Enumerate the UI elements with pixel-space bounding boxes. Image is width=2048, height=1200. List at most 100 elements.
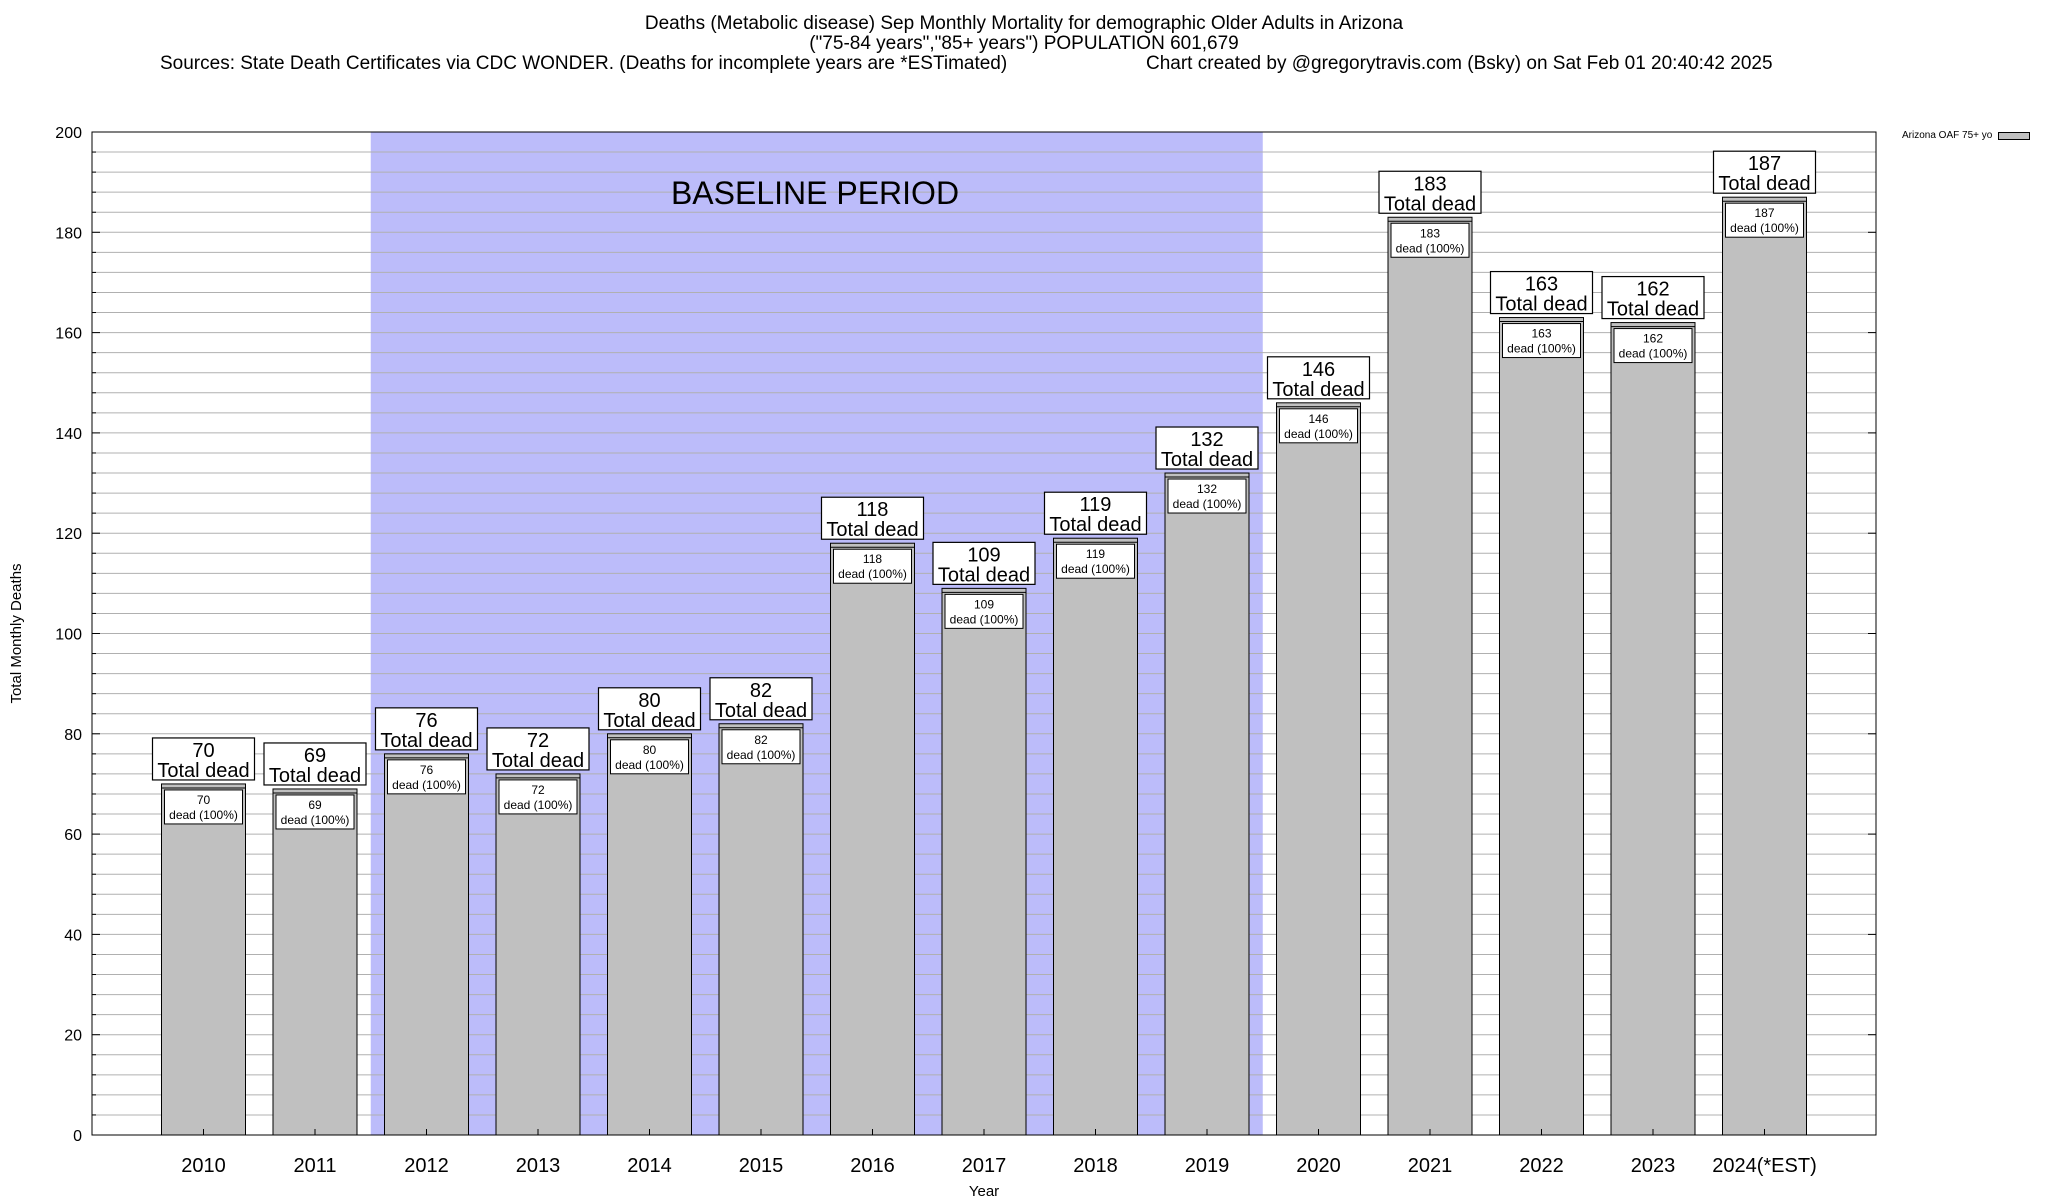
total-label-text: Total dead [380,730,472,752]
total-label-text: Total dead [938,564,1030,586]
x-tick-label: 2011 [293,1155,336,1177]
bar [1722,196,1807,1136]
inner-label-text: dead (100%) [1173,497,1242,511]
total-label-box [932,541,1036,585]
inner-label-value: 72 [531,783,545,797]
inner-label-box [1279,408,1358,444]
total-label-value: 70 [192,740,214,762]
inner-label-box [944,593,1024,629]
total-label-text: Total dead [603,710,695,732]
x-tick-label: 2015 [739,1155,784,1177]
inner-label-text: dead (100%) [1284,427,1353,441]
y-tick-label: 200 [55,125,82,142]
inner-label-value: 187 [1754,206,1774,220]
inner-label-value: 183 [1420,226,1440,240]
total-label-box [1155,426,1259,470]
x-tick-label: 2020 [1296,1155,1341,1177]
y-tick-label: 160 [55,326,82,343]
x-tick-label: 2017 [962,1155,1007,1177]
y-tick-label: 60 [64,827,82,844]
bar [1164,472,1250,1136]
inner-label-box [498,779,578,815]
y-tick-label: 40 [64,927,82,944]
x-tick-label: 2013 [516,1155,561,1177]
bar [272,788,358,1136]
inner-label-value: 82 [754,733,768,747]
x-tick-label: 2016 [850,1155,895,1177]
total-label-text: Total dead [1718,173,1810,195]
chart-legend: Arizona OAF 75+ yo [1902,130,2031,141]
total-label-box [1712,150,1817,194]
total-label-value: 119 [1080,494,1112,516]
total-label-value: 69 [304,745,326,767]
legend-label: Arizona OAF 75+ yo [1902,130,1993,141]
y-tick-label: 0 [73,1128,82,1145]
x-axis-label: Year [969,1183,999,1200]
inner-label-text: dead (100%) [1730,221,1799,235]
inner-label-text: dead (100%) [838,567,907,581]
inner-label-box [1502,323,1581,359]
bar [161,783,246,1136]
y-tick-label: 80 [64,727,82,744]
total-label-value: 183 [1413,173,1446,195]
bar [830,542,915,1136]
total-label-box [1378,170,1482,214]
inner-label-value: 70 [197,793,211,807]
legend-swatch [1998,131,2031,140]
chart-sources: Sources: State Death Certificates via CD… [160,53,1008,74]
bar [1276,402,1361,1136]
inner-label-text: dead (100%) [281,813,350,827]
y-tick-label: 100 [55,627,82,644]
chart-credit: Chart created by @gregorytravis.com (Bsk… [1146,53,1773,74]
x-tick-label: 2018 [1073,1155,1118,1177]
total-label-value: 72 [527,730,549,752]
y-tick-label: 180 [55,225,82,242]
total-label-text: Total dead [1495,294,1587,316]
total-label-text: Total dead [1607,299,1699,321]
bar [718,723,804,1136]
inner-label-value: 162 [1643,332,1663,346]
total-label-text: Total dead [1161,449,1253,471]
x-tick-label: 2024(*EST) [1712,1155,1817,1177]
inner-label-value: 119 [1086,547,1105,561]
inner-label-value: 109 [974,597,994,611]
inner-label-value: 118 [863,552,882,566]
x-tick-label: 2023 [1631,1155,1676,1177]
chart-subtitle: ("75-84 years","85+ years") POPULATION 6… [809,33,1239,54]
inner-label-text: dead (100%) [950,612,1019,626]
baseline-label: BASELINE PERIOD [671,175,959,211]
inner-label-box [387,759,466,795]
bar [1499,317,1584,1136]
total-label-box [1043,491,1148,535]
chart-title-block: Deaths (Metabolic disease) Sep Monthly M… [0,14,2048,54]
total-label-box [1266,356,1371,400]
x-tick-label: 2010 [181,1155,226,1177]
chart-source-line: Sources: State Death Certificates via CD… [0,54,2048,114]
inner-label-text: dead (100%) [392,778,461,792]
inner-label-text: dead (100%) [1396,241,1465,255]
inner-label-box [1056,543,1135,579]
inner-label-text: dead (100%) [1061,562,1130,576]
total-label-text: Total dead [269,765,361,787]
total-label-value: 162 [1636,279,1669,301]
inner-label-value: 80 [643,743,657,757]
inner-label-value: 163 [1531,327,1551,341]
total-label-value: 118 [857,499,889,521]
total-label-box [374,707,479,751]
x-tick-label: 2012 [404,1155,449,1177]
bar [607,733,692,1136]
total-label-value: 109 [967,544,1000,566]
total-label-box [486,727,590,771]
total-label-value: 163 [1525,274,1558,296]
inner-label-box [164,789,243,825]
inner-label-value: 76 [420,763,434,777]
total-label-value: 80 [638,690,660,712]
x-tick-label: 2019 [1185,1155,1230,1177]
inner-label-box [610,739,689,775]
bar [384,753,469,1136]
total-label-box [1601,275,1705,320]
y-tick-label: 140 [55,426,82,443]
x-tick-label: 2014 [627,1155,672,1177]
inner-label-text: dead (100%) [504,798,573,812]
